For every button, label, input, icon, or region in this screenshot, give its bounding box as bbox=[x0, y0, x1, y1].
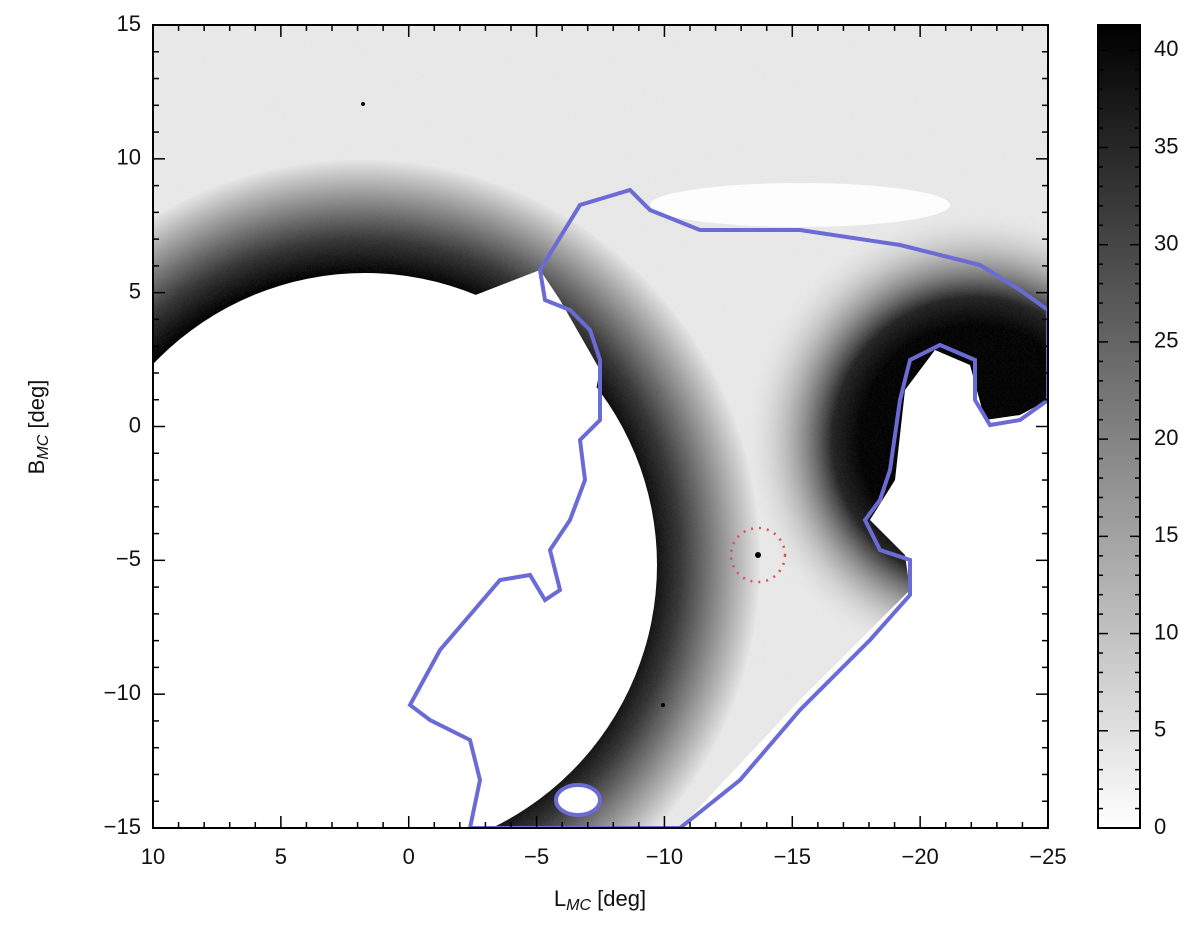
y-tick-label: 5 bbox=[129, 278, 141, 303]
x-tick-label: −15 bbox=[774, 844, 811, 869]
colorbar-tick-label: 15 bbox=[1154, 522, 1178, 547]
y-tick-label: −15 bbox=[104, 814, 141, 839]
y-tick-label: 15 bbox=[117, 11, 141, 36]
colorbar-tick-label: 10 bbox=[1154, 619, 1178, 644]
y-tick-label: 10 bbox=[117, 145, 141, 170]
x-tick-label: −5 bbox=[524, 844, 549, 869]
colorbar-tick-label: 25 bbox=[1154, 328, 1178, 353]
x-tick-label: 10 bbox=[141, 844, 165, 869]
x-label-unit: [deg] bbox=[591, 886, 646, 911]
y-label-sub: MC bbox=[35, 434, 52, 459]
y-label-unit: [deg] bbox=[24, 380, 49, 435]
x-tick-label: 5 bbox=[275, 844, 287, 869]
x-axis-label: LMC [deg] bbox=[554, 886, 646, 914]
colorbar-tick-label: 40 bbox=[1154, 36, 1178, 61]
y-label-main: B bbox=[24, 460, 49, 475]
colorbar-tick-label: 5 bbox=[1154, 717, 1166, 742]
density-map bbox=[153, 25, 1048, 828]
x-label-sub: MC bbox=[566, 897, 591, 914]
x-tick-label: −10 bbox=[646, 844, 683, 869]
colorbar-tick-label: 20 bbox=[1154, 425, 1178, 450]
colorbar bbox=[1097, 24, 1141, 829]
y-tick-label: −10 bbox=[104, 680, 141, 705]
y-axis-label: BMC [deg] bbox=[24, 380, 52, 475]
x-label-main: L bbox=[554, 886, 566, 911]
colorbar-tick-label: 0 bbox=[1154, 814, 1166, 839]
x-tick-label: −20 bbox=[901, 844, 938, 869]
colorbar-tick-label: 35 bbox=[1154, 133, 1178, 158]
x-tick-label: −25 bbox=[1029, 844, 1066, 869]
x-tick-label: 0 bbox=[403, 844, 415, 869]
y-tick-label: 0 bbox=[129, 412, 141, 437]
colorbar-tick-label: 30 bbox=[1154, 231, 1178, 256]
y-tick-label: −5 bbox=[116, 546, 141, 571]
